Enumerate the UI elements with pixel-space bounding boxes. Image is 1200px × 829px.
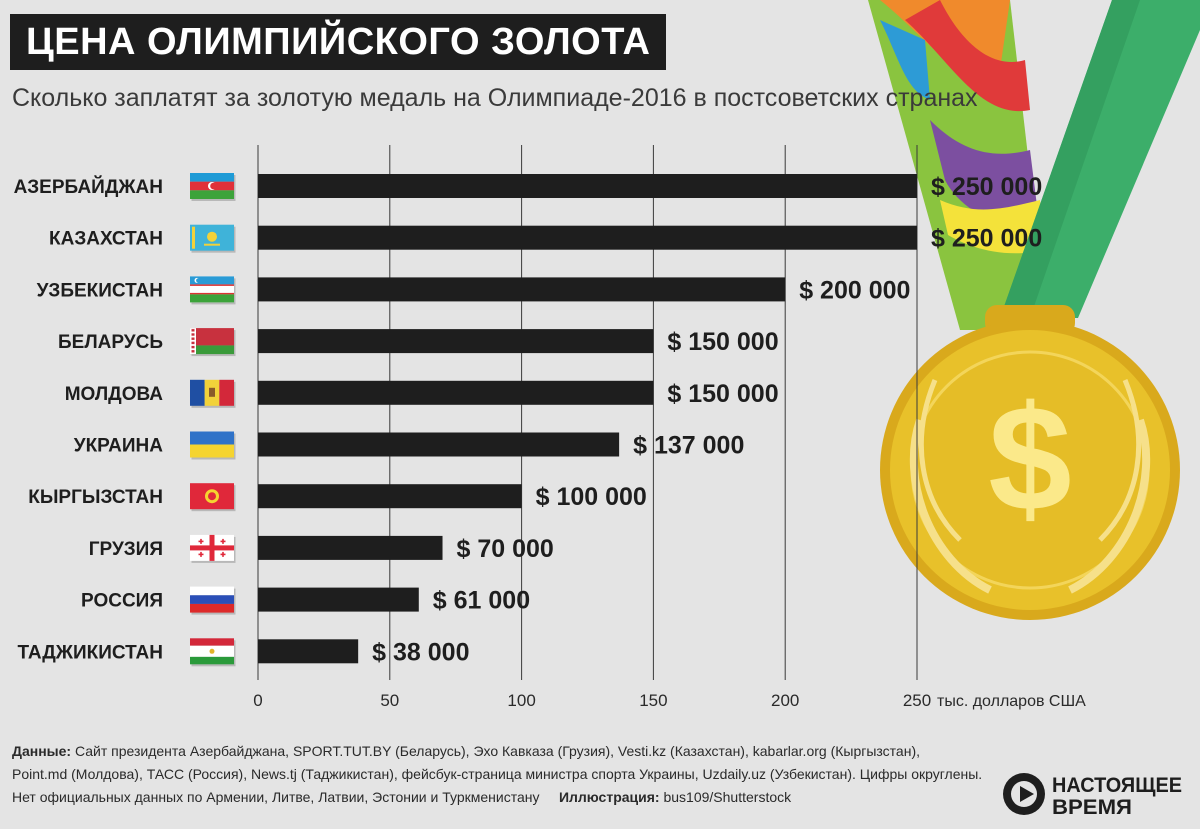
category-label: КЫРГЫЗСТАН [28, 487, 163, 508]
russia-flag-icon [190, 586, 236, 615]
belarus-flag-icon [190, 328, 236, 357]
x-tick-label: 250 [903, 691, 931, 710]
page-title: ЦЕНА ОЛИМПИЙСКОГО ЗОЛОТА [10, 14, 667, 70]
category-label: ГРУЗИЯ [89, 539, 163, 560]
x-axis-unit-label: тыс. долларов США [937, 693, 1086, 710]
bar [258, 225, 917, 250]
value-label: $ 250 000 [931, 225, 1042, 253]
bar [258, 380, 654, 405]
category-label: КАЗАХСТАН [49, 229, 163, 250]
logo-line-1: НАСТОЯЩЕЕ [1052, 774, 1182, 797]
category-label: АЗЕРБАЙДЖАН [14, 176, 163, 198]
footer: Данные: Сайт президента Азербайджана, SP… [12, 740, 983, 809]
illustration-label: Иллюстрация: [558, 789, 660, 805]
category-label: ТАДЖИКИСТАН [17, 642, 163, 663]
value-label: $ 150 000 [667, 328, 778, 356]
azerbaijan-flag-icon [190, 173, 236, 201]
moldova-flag-icon [190, 379, 236, 408]
bar [258, 432, 620, 457]
category-label: РОССИЯ [81, 591, 163, 612]
ribbon-left [868, 0, 1048, 330]
no-data-note: Нет официальных данных по Армении, Литве… [12, 789, 540, 805]
ukraine-flag-icon [190, 431, 236, 460]
value-label: $ 100 000 [536, 483, 647, 511]
uzbekistan-flag-icon [190, 276, 236, 305]
x-tick-label: 0 [253, 691, 262, 710]
category-label: УЗБЕКИСТАН [37, 280, 163, 301]
bar [258, 174, 917, 198]
category-label: БЕЛАРУСЬ [58, 332, 163, 353]
value-label: $ 61 000 [433, 587, 530, 615]
category-label: МОЛДОВА [65, 384, 164, 405]
page-subtitle: Сколько заплатят за золотую медаль на Ол… [12, 84, 978, 112]
bar [258, 535, 443, 560]
value-label: $ 38 000 [372, 638, 469, 666]
bar [258, 484, 522, 509]
bar [258, 277, 786, 302]
sources-label: Данные: [12, 743, 72, 759]
sources-line-2: Point.md (Молдова), ТАСС (Россия), News.… [12, 766, 983, 782]
value-label: $ 137 000 [633, 432, 744, 460]
x-tick-label: 100 [507, 691, 535, 710]
illustration-credit: bus109/Shutterstock [659, 789, 792, 805]
value-label: $ 200 000 [799, 276, 910, 304]
kyrgyzstan-flag-icon [190, 483, 236, 512]
bar [258, 587, 419, 612]
note-line: Нет официальных данных по Армении, Литве… [12, 786, 972, 809]
sources-line-1: Данные: Сайт президента Азербайджана, SP… [12, 740, 972, 763]
value-label: $ 250 000 [931, 173, 1042, 201]
value-label: $ 70 000 [457, 535, 554, 563]
bar [258, 639, 359, 664]
tajikistan-flag-icon [190, 638, 236, 667]
kazakhstan-flag-icon [190, 224, 236, 253]
category-label: УКРАИНА [74, 436, 164, 457]
nastoyashchee-vremya-logo: НАСТОЯЩЕЕ ВРЕМЯ [1003, 773, 1182, 819]
x-tick-label: 50 [380, 691, 399, 710]
x-tick-label: 150 [639, 691, 667, 710]
georgia-flag-icon [190, 534, 236, 563]
dollar-sign-icon: $ [988, 374, 1071, 542]
logo-line-2: ВРЕМЯ [1052, 796, 1132, 819]
value-label: $ 150 000 [667, 380, 778, 408]
bar [258, 329, 654, 354]
x-tick-label: 200 [771, 691, 799, 710]
sources-text-1: Сайт президента Азербайджана, SPORT.TUT.… [71, 743, 920, 759]
